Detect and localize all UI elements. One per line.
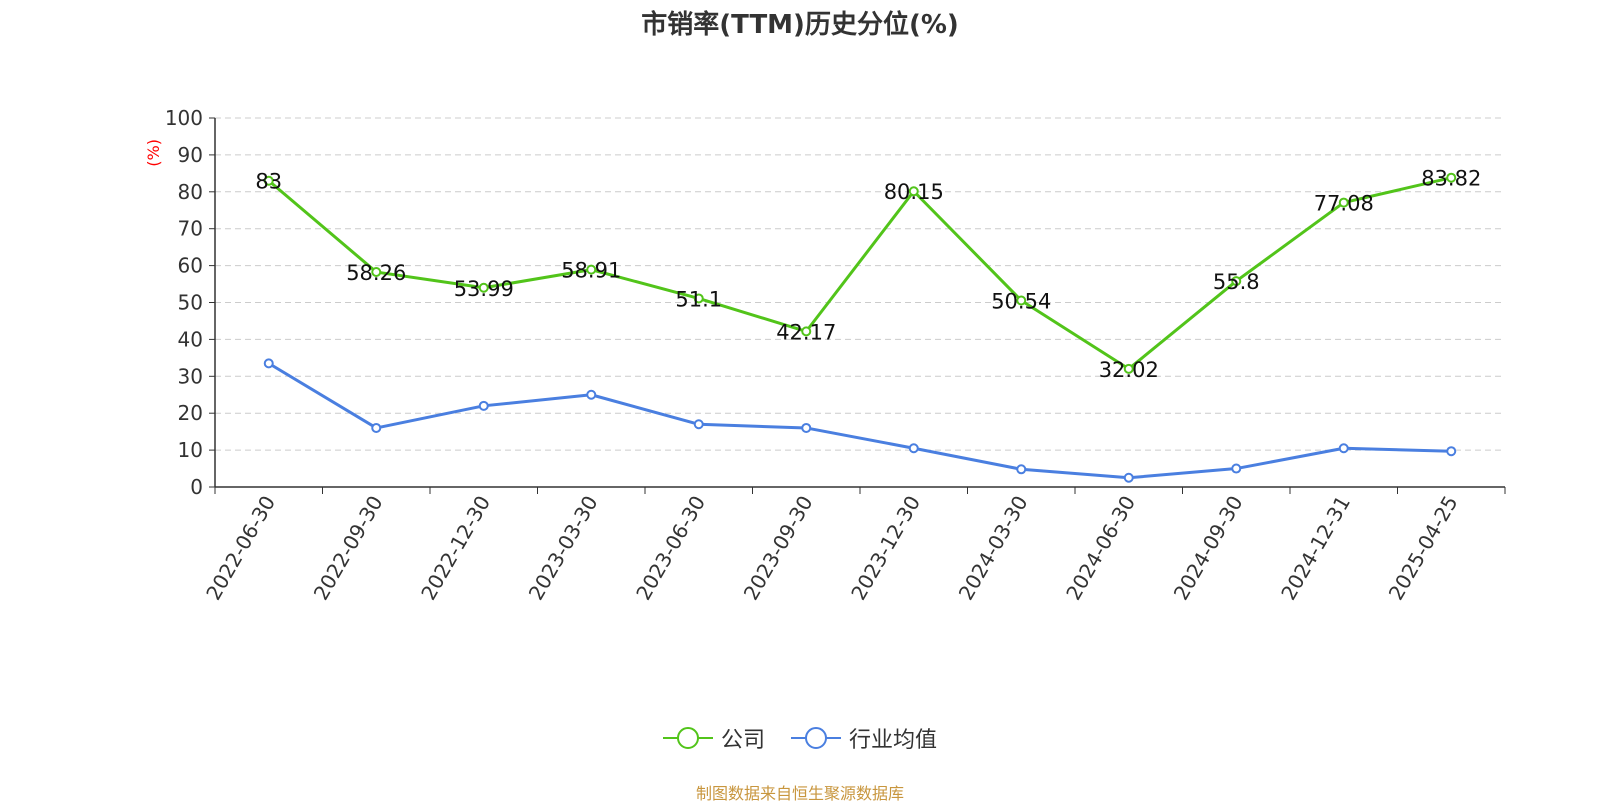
data-point[interactable] — [693, 419, 704, 430]
data-point[interactable] — [586, 389, 597, 400]
data-point[interactable] — [263, 358, 274, 369]
y-tick-label: 10 — [178, 438, 203, 462]
x-tick-label: 2023-06-30 — [631, 492, 710, 605]
data-label: 53.99 — [454, 277, 514, 301]
y-tick-label: 20 — [178, 401, 203, 425]
data-label: 83 — [255, 170, 282, 194]
data-labels: 83 58.26 53.99 58.91 51.1 42.17 80.15 50.54 32.0… — [255, 167, 1481, 382]
y-tick-label: 70 — [178, 217, 203, 241]
x-tick-label: 2022-09-30 — [309, 492, 388, 605]
data-point[interactable] — [1446, 172, 1457, 183]
chart-title: 市销率(TTM)历史分位(%) — [641, 10, 959, 40]
x-tick-label: 2023-03-30 — [524, 492, 603, 605]
y-tick-label: 80 — [178, 180, 203, 204]
x-tick-label: 2023-09-30 — [739, 492, 818, 605]
data-label: 77.08 — [1314, 192, 1374, 216]
y-tick-label: 50 — [178, 291, 203, 315]
legend-industry-label: 行业均值 — [849, 728, 938, 753]
data-point[interactable] — [371, 422, 382, 433]
data-label: 50.54 — [991, 290, 1051, 314]
x-tick-label: 2024-06-30 — [1061, 492, 1140, 605]
data-point[interactable] — [801, 422, 812, 433]
data-point[interactable] — [371, 267, 382, 278]
data-label: 80.15 — [884, 180, 944, 204]
data-point[interactable] — [263, 175, 274, 186]
y-tick-label: 30 — [178, 364, 203, 388]
data-point[interactable] — [1231, 276, 1242, 287]
x-tick-label: 2024-03-30 — [954, 492, 1033, 605]
legend-item-industry[interactable]: 行业均值 — [791, 722, 937, 754]
data-label: 51.1 — [675, 287, 722, 311]
data-point[interactable] — [801, 326, 812, 337]
legend-item-company[interactable]: 公司 — [662, 722, 765, 754]
x-tick-label: 2022-06-30 — [201, 492, 280, 605]
data-label: 32.02 — [1099, 358, 1159, 382]
data-point[interactable] — [1338, 443, 1349, 454]
legend-industry-swatch-icon — [791, 727, 841, 749]
data-point[interactable] — [693, 293, 704, 304]
y-tick-label: 90 — [178, 143, 203, 167]
data-label: 42.17 — [776, 320, 836, 344]
y-tick-label: 60 — [178, 254, 203, 278]
x-tick-label: 2024-09-30 — [1169, 492, 1248, 605]
data-point[interactable] — [1338, 197, 1349, 208]
x-tick-label: 2022-12-30 — [416, 492, 495, 605]
data-label: 58.26 — [346, 261, 406, 285]
series-line-1 — [267, 362, 1452, 480]
series-line-0 — [267, 176, 1452, 371]
source-note: 制图数据来自恒生聚源数据库 — [695, 784, 904, 803]
y-axis-label: (%) — [144, 139, 163, 167]
data-label: 83.82 — [1421, 167, 1481, 191]
data-label: 55.8 — [1213, 270, 1260, 294]
axes: 0 10 20 30 40 50 60 70 80 90 100(%) 2022-06-30 2022-… — [144, 106, 1506, 605]
data-point[interactable] — [478, 400, 489, 411]
legend-company-label: 公司 — [720, 728, 765, 753]
data-point[interactable] — [1016, 295, 1027, 306]
data-point[interactable] — [1016, 464, 1027, 475]
legend: 公司 行业均值 — [0, 722, 1600, 754]
grid-lines — [215, 117, 1505, 451]
data-point[interactable] — [1231, 463, 1242, 474]
series — [263, 172, 1457, 483]
data-point[interactable] — [908, 443, 919, 454]
legend-company-swatch-icon — [662, 727, 713, 749]
y-tick-label: 100 — [165, 106, 203, 130]
x-tick-label: 2024-12-31 — [1276, 492, 1355, 605]
x-tick-label: 2025-04-25 — [1384, 492, 1463, 605]
x-tick-label: 2023-12-30 — [846, 492, 925, 605]
y-tick-label: 0 — [190, 475, 203, 499]
data-label: 58.91 — [561, 259, 621, 283]
data-point[interactable] — [1123, 472, 1134, 483]
data-point[interactable] — [1446, 446, 1457, 457]
y-tick-label: 40 — [178, 327, 203, 351]
data-point[interactable] — [1123, 363, 1134, 374]
data-point[interactable] — [908, 186, 919, 197]
data-point[interactable] — [586, 264, 597, 275]
data-point[interactable] — [478, 282, 489, 293]
